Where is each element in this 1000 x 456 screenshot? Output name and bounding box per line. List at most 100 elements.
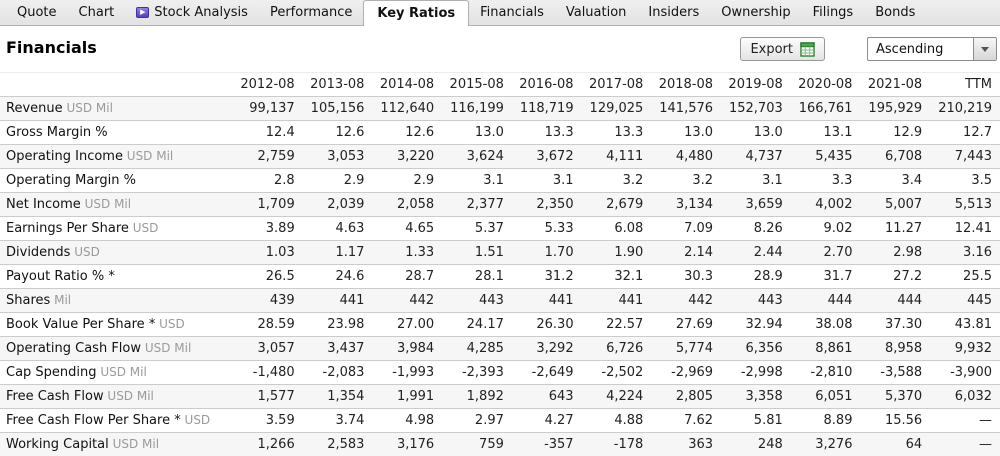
value-cell: 8.26 xyxy=(721,217,791,241)
value-cell: 28.7 xyxy=(372,265,442,289)
value-cell: 141,576 xyxy=(651,97,721,121)
value-cell: -2,649 xyxy=(512,361,582,385)
value-cell: 7.62 xyxy=(651,409,721,433)
value-cell: 13.1 xyxy=(791,121,861,145)
tab-label: Key Ratios xyxy=(377,6,455,21)
tab-chart[interactable]: Chart xyxy=(68,0,126,25)
tab-stock-analysis[interactable]: ▶Stock Analysis xyxy=(125,0,259,25)
value-cell: 1.70 xyxy=(512,241,582,265)
tab-valuation[interactable]: Valuation xyxy=(555,0,638,25)
value-cell: 9,932 xyxy=(930,337,1000,361)
row-label-cell: Payout Ratio % * xyxy=(0,265,233,289)
value-cell: 2,058 xyxy=(372,193,442,217)
value-cell: 116,199 xyxy=(442,97,512,121)
value-cell: 445 xyxy=(930,289,1000,313)
value-cell: 443 xyxy=(721,289,791,313)
export-button[interactable]: Export xyxy=(740,37,825,61)
tab-performance[interactable]: Performance xyxy=(259,0,363,25)
tab-filings[interactable]: Filings xyxy=(802,0,865,25)
value-cell: 12.6 xyxy=(372,121,442,145)
row-label-cell: Operating Income USD Mil xyxy=(0,145,233,169)
value-cell: 4.98 xyxy=(372,409,442,433)
tab-label: Filings xyxy=(813,5,854,20)
dropdown-arrow-button[interactable] xyxy=(973,38,996,60)
value-cell: -2,810 xyxy=(791,361,861,385)
value-cell: 2,039 xyxy=(303,193,373,217)
row-label: Free Cash Flow xyxy=(6,389,104,404)
value-cell: 3.89 xyxy=(233,217,303,241)
value-cell: 13.0 xyxy=(651,121,721,145)
value-cell: 2,583 xyxy=(303,433,373,456)
row-label: Dividends xyxy=(6,245,70,260)
value-cell: 444 xyxy=(860,289,930,313)
tab-insiders[interactable]: Insiders xyxy=(637,0,710,25)
value-cell: 11.27 xyxy=(860,217,930,241)
row-label: Operating Income xyxy=(6,149,123,164)
value-cell: 1.51 xyxy=(442,241,512,265)
value-cell: 7,443 xyxy=(930,145,1000,169)
export-spreadsheet-icon xyxy=(800,42,815,57)
page-title: Financials xyxy=(6,38,97,57)
value-cell: — xyxy=(930,409,1000,433)
value-cell: 23.98 xyxy=(303,313,373,337)
value-cell: 105,156 xyxy=(303,97,373,121)
row-label-cell: Gross Margin % xyxy=(0,121,233,145)
value-cell: 2.14 xyxy=(651,241,721,265)
value-cell: 6.08 xyxy=(582,217,652,241)
value-cell: -1,480 xyxy=(233,361,303,385)
value-cell: 3,437 xyxy=(303,337,373,361)
value-cell: -1,993 xyxy=(372,361,442,385)
export-button-label: Export xyxy=(750,42,793,57)
value-cell: 3,176 xyxy=(372,433,442,456)
row-unit: USD Mil xyxy=(97,365,147,379)
value-cell: 2.70 xyxy=(791,241,861,265)
column-header: 2013-08 xyxy=(303,73,373,97)
value-cell: 3,672 xyxy=(512,145,582,169)
tab-quote[interactable]: Quote xyxy=(6,0,68,25)
value-cell: 8,958 xyxy=(860,337,930,361)
value-cell: 441 xyxy=(582,289,652,313)
row-label-cell: Book Value Per Share * USD xyxy=(0,313,233,337)
value-cell: -2,502 xyxy=(582,361,652,385)
value-cell: 99,137 xyxy=(233,97,303,121)
column-header: 2019-08 xyxy=(721,73,791,97)
tab-bonds[interactable]: Bonds xyxy=(864,0,926,25)
value-cell: 12.7 xyxy=(930,121,1000,145)
value-cell: 2.97 xyxy=(442,409,512,433)
row-label-cell: Dividends USD xyxy=(0,241,233,265)
value-cell: 4.63 xyxy=(303,217,373,241)
value-cell: 3,057 xyxy=(233,337,303,361)
row-unit: USD Mil xyxy=(141,341,191,355)
value-cell: 5,007 xyxy=(860,193,930,217)
value-cell: 195,929 xyxy=(860,97,930,121)
tab-financials[interactable]: Financials xyxy=(469,0,555,25)
row-unit: USD Mil xyxy=(81,197,131,211)
value-cell: 3.59 xyxy=(233,409,303,433)
value-cell: 27.2 xyxy=(860,265,930,289)
tab-label: Valuation xyxy=(566,5,627,20)
row-label: Operating Margin % xyxy=(6,173,136,188)
row-unit: USD xyxy=(181,413,210,427)
value-cell: 1,892 xyxy=(442,385,512,409)
page-header: Financials Export Ascending xyxy=(0,26,1000,72)
value-cell: 3.2 xyxy=(651,169,721,193)
value-cell: 6,356 xyxy=(721,337,791,361)
row-label: Payout Ratio % * xyxy=(6,269,115,284)
row-unit: USD xyxy=(129,221,158,235)
row-unit: Mil xyxy=(50,293,71,307)
tab-key-ratios[interactable]: Key Ratios xyxy=(363,0,469,26)
tab-ownership[interactable]: Ownership xyxy=(710,0,801,25)
value-cell: 643 xyxy=(512,385,582,409)
value-cell: 759 xyxy=(442,433,512,456)
sort-dropdown[interactable]: Ascending xyxy=(867,37,997,61)
value-cell: 12.6 xyxy=(303,121,373,145)
value-cell: 166,761 xyxy=(791,97,861,121)
value-cell: 2.8 xyxy=(233,169,303,193)
